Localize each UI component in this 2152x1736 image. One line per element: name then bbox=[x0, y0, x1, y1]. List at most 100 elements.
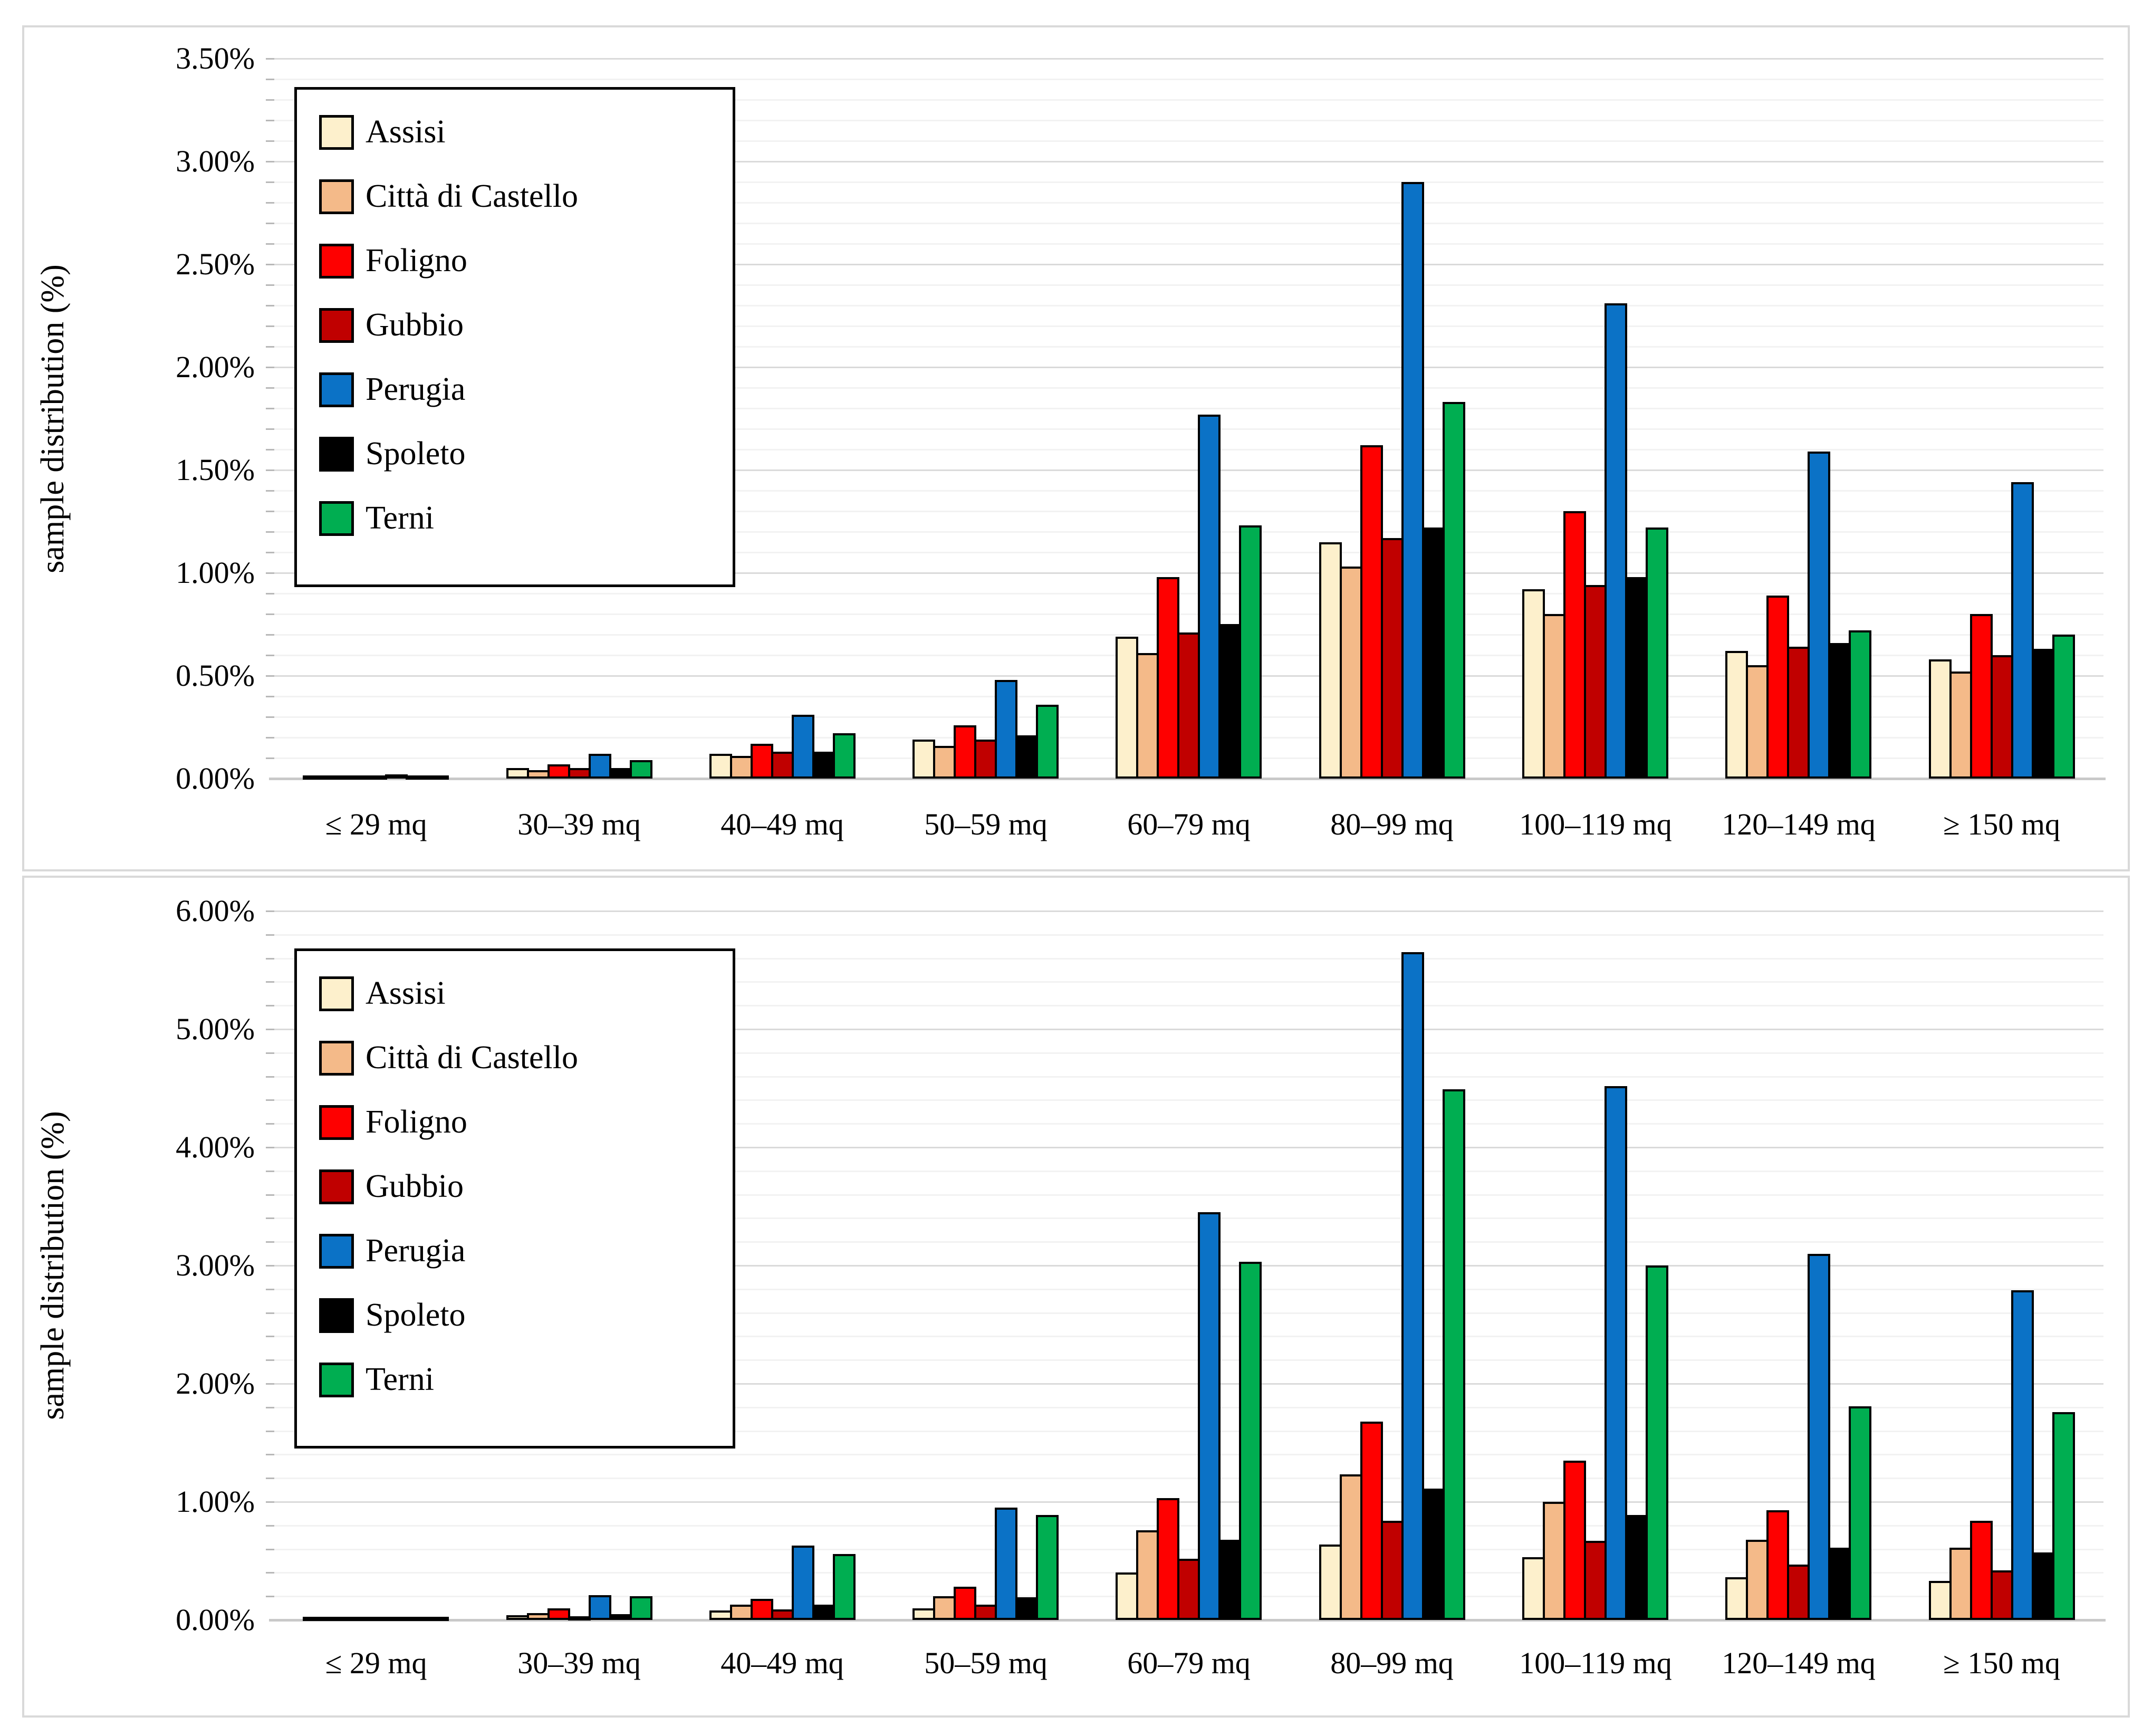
bar-citt-di-castello bbox=[323, 1617, 346, 1621]
bar-spoleto bbox=[1015, 735, 1038, 779]
legend-label: Città di Castello bbox=[366, 178, 578, 214]
bar-terni bbox=[1443, 402, 1465, 779]
bar-assisi bbox=[1319, 542, 1342, 779]
gridline-minor bbox=[274, 1336, 2103, 1337]
bar-foligno bbox=[1970, 1521, 1993, 1620]
gridline-minor bbox=[274, 490, 2103, 492]
axis-minor-tick bbox=[266, 1289, 274, 1290]
gridline-minor bbox=[274, 449, 2103, 450]
axis-minor-tick bbox=[266, 1217, 274, 1219]
gridline-major bbox=[274, 1501, 2103, 1503]
axis-minor-tick bbox=[266, 1029, 274, 1030]
bar-gubbio bbox=[1991, 1570, 2013, 1620]
gridline-minor bbox=[274, 1194, 2103, 1196]
gridline-major bbox=[274, 1265, 2103, 1267]
gridline-minor bbox=[274, 958, 2103, 960]
bar-assisi bbox=[303, 775, 325, 780]
gridline-minor bbox=[274, 202, 2103, 204]
bar-terni bbox=[1849, 1406, 1871, 1620]
gridline-minor bbox=[274, 1171, 2103, 1172]
bar-terni bbox=[833, 733, 856, 779]
bar-perugia bbox=[2011, 1290, 2034, 1620]
axis-minor-tick bbox=[266, 161, 274, 162]
gridline-minor bbox=[274, 1407, 2103, 1408]
axis-minor-tick bbox=[266, 675, 274, 677]
legend-swatch-gubbio bbox=[319, 308, 354, 343]
x-category-label: 60–79 mq bbox=[1127, 1646, 1251, 1680]
legend-label: Assisi bbox=[366, 975, 446, 1011]
axis-minor-tick bbox=[266, 1265, 274, 1267]
bar-citt-di-castello bbox=[1746, 665, 1769, 779]
axis-minor-tick bbox=[266, 1123, 274, 1125]
bar-citt-di-castello bbox=[1340, 1474, 1362, 1620]
bar-perugia bbox=[589, 1595, 611, 1620]
bar-gubbio bbox=[568, 768, 591, 779]
axis-minor-tick bbox=[266, 1312, 274, 1314]
bar-foligno bbox=[751, 1599, 773, 1620]
legend-item: Terni bbox=[319, 1361, 718, 1397]
legend-swatch-spoleto bbox=[319, 437, 354, 472]
bar-perugia bbox=[995, 680, 1017, 779]
bar-citt-di-castello bbox=[933, 1596, 956, 1620]
bar-foligno bbox=[344, 775, 367, 780]
bar-citt-di-castello bbox=[527, 1613, 550, 1620]
bar-assisi bbox=[1522, 1557, 1545, 1620]
axis-minor-tick bbox=[266, 531, 274, 533]
axis-minor-tick bbox=[266, 1383, 274, 1385]
bar-assisi bbox=[303, 1617, 325, 1621]
gridline-minor bbox=[274, 981, 2103, 983]
bar-spoleto bbox=[2032, 1552, 2054, 1620]
legend-item: Gubbio bbox=[319, 307, 718, 343]
gridline-minor bbox=[274, 387, 2103, 389]
bar-foligno bbox=[1766, 1510, 1789, 1620]
legend-swatch-gubbio bbox=[319, 1169, 354, 1204]
legend-item: Spoleto bbox=[319, 436, 718, 472]
bar-gubbio bbox=[1381, 1521, 1404, 1620]
gridline-minor bbox=[274, 305, 2103, 306]
axis-minor-tick bbox=[266, 1076, 274, 1078]
axis-minor-tick bbox=[266, 716, 274, 718]
bar-gubbio bbox=[1177, 1559, 1200, 1620]
x-category-label: 120–149 mq bbox=[1722, 1646, 1876, 1680]
gridline-minor bbox=[274, 428, 2103, 430]
axis-minor-tick bbox=[266, 1549, 274, 1550]
bar-spoleto bbox=[1218, 624, 1241, 779]
axis-minor-tick bbox=[266, 58, 274, 60]
bar-citt-di-castello bbox=[730, 1605, 753, 1620]
bar-citt-di-castello bbox=[1949, 672, 1972, 779]
legend-box: Assisi Città di Castello Foligno Gubbio Peru… bbox=[294, 87, 735, 587]
bar-assisi bbox=[912, 740, 935, 779]
bar-gubbio bbox=[771, 1609, 794, 1620]
axis-minor-tick bbox=[266, 593, 274, 594]
x-category-label: ≤ 29 mq bbox=[325, 1646, 427, 1680]
axis-minor-tick bbox=[266, 1431, 274, 1432]
gridline-minor bbox=[274, 1217, 2103, 1219]
bar-gubbio bbox=[1584, 1541, 1607, 1620]
legend-swatch-spoleto bbox=[319, 1298, 354, 1333]
x-category-label: 120–149 mq bbox=[1722, 807, 1876, 841]
gridline-minor bbox=[274, 1525, 2103, 1527]
bar-assisi bbox=[709, 754, 732, 779]
legend-item: Terni bbox=[319, 500, 718, 536]
bar-citt-di-castello bbox=[323, 775, 346, 780]
gridline-minor bbox=[274, 346, 2103, 348]
bar-assisi bbox=[1929, 1581, 1952, 1620]
gridline-minor bbox=[274, 140, 2103, 142]
bar-citt-di-castello bbox=[1340, 567, 1362, 779]
axis-minor-tick bbox=[266, 408, 274, 409]
axis-minor-tick bbox=[266, 1194, 274, 1196]
bar-foligno bbox=[547, 1608, 570, 1620]
axis-minor-tick bbox=[266, 696, 274, 697]
legend-swatch-citt-di-castello bbox=[319, 1041, 354, 1076]
legend-swatch-terni bbox=[319, 501, 354, 536]
axis-minor-tick bbox=[266, 1147, 274, 1148]
gridline-minor bbox=[274, 1454, 2103, 1455]
axis-minor-tick bbox=[266, 264, 274, 265]
x-category-label: 30–39 mq bbox=[517, 1646, 641, 1680]
bar-citt-di-castello bbox=[1746, 1540, 1769, 1620]
bar-terni bbox=[2052, 635, 2075, 779]
axis-minor-tick bbox=[266, 934, 274, 936]
bar-perugia bbox=[1605, 1086, 1627, 1620]
bar-gubbio bbox=[1381, 538, 1404, 779]
